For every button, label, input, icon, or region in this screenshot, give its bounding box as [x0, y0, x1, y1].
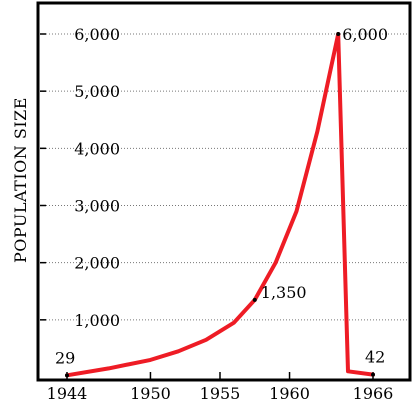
x-tick-labels: 1944 1950 1955 1960 1966	[47, 384, 394, 403]
data-label: 42	[365, 348, 385, 367]
axis-ticks	[40, 33, 374, 380]
x-tick-label: 1960	[269, 384, 310, 403]
y-tick-label: 3,000	[74, 197, 120, 216]
data-label: 6,000	[342, 25, 388, 44]
data-label: 29	[55, 348, 75, 367]
data-point-marker	[336, 32, 341, 36]
y-tick-label: 5,000	[74, 82, 120, 101]
y-tick-label: 2,000	[74, 254, 120, 273]
x-tick-label: 1950	[130, 384, 171, 403]
x-tick-label: 1966	[353, 384, 394, 403]
annotations: 29 1,350 6,000 42	[55, 25, 388, 378]
y-tick-label: 1,000	[74, 311, 120, 330]
y-tick-label: 6,000	[74, 25, 120, 44]
x-tick-label: 1944	[47, 384, 88, 403]
plot-frame	[36, 1, 412, 382]
gridlines	[40, 33, 408, 321]
x-tick-label: 1955	[200, 384, 241, 403]
y-tick-labels: 1,000 2,000 3,000 4,000 5,000 6,000	[74, 25, 120, 330]
data-point-marker	[65, 373, 69, 378]
y-axis-label: POPULATION SIZE	[11, 97, 30, 263]
data-label: 1,350	[261, 283, 307, 302]
data-point-marker	[371, 372, 375, 377]
data-point-marker	[252, 297, 257, 302]
y-tick-label: 4,000	[74, 139, 120, 158]
